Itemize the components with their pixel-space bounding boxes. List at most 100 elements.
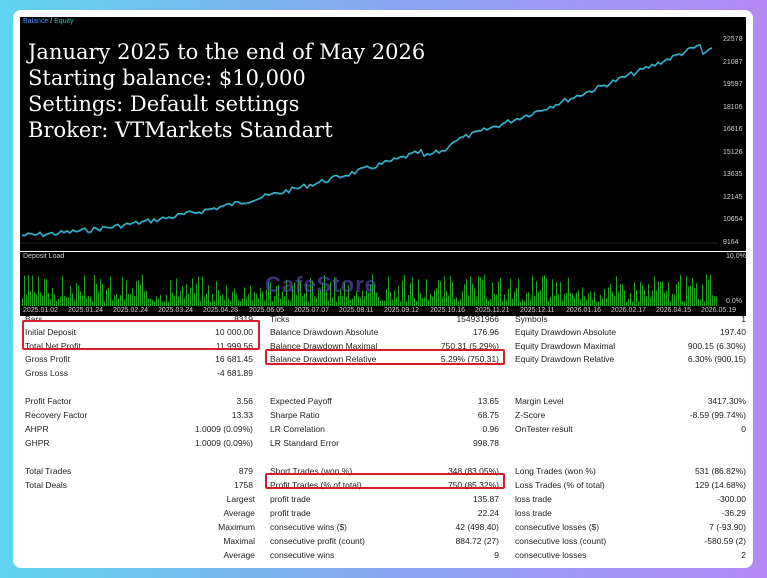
deposit-load-bar <box>564 293 565 306</box>
deposit-load-bar <box>24 275 25 306</box>
deposit-load-bar <box>662 281 663 306</box>
deposit-load-bar <box>202 276 203 306</box>
deposit-load-bar <box>142 274 143 306</box>
stat-value: 22.24 <box>477 508 499 518</box>
deposit-load-bar <box>550 297 551 306</box>
deposit-load-bar <box>242 298 243 306</box>
deposit-load-bar <box>392 299 393 306</box>
deposit-load-bar <box>386 289 387 306</box>
deposit-load-bar <box>370 284 371 306</box>
deposit-load-bar <box>372 274 373 306</box>
deposit-load-bar <box>512 298 513 306</box>
stat-value: 129 (14.68%) <box>694 480 746 490</box>
deposit-load-bar <box>474 288 475 306</box>
deposit-load-bar <box>70 286 71 306</box>
deposit-load-bar <box>454 298 455 306</box>
deposit-load-bar <box>456 297 457 306</box>
deposit-load-bar <box>246 297 247 306</box>
deposit-load-bar <box>480 277 481 306</box>
deposit-load-bar <box>698 298 699 306</box>
deposit-load-bar <box>140 284 141 306</box>
deposit-load-bar <box>316 297 317 306</box>
deposit-load-bar <box>320 290 321 306</box>
deposit-load-bar <box>430 294 431 306</box>
deposit-load-bar <box>410 283 411 306</box>
x-tick: 2025.12.11 <box>520 307 555 314</box>
stats-row: AHPR 1.0009 (0.09%) LR Correlation 0.96 OnTe… <box>13 423 753 436</box>
deposit-load-bar <box>304 293 305 306</box>
watermark-logo: CafeStore <box>265 272 378 297</box>
deposit-load-bar <box>352 298 353 306</box>
deposit-load-bar <box>262 291 263 306</box>
deposit-load-bar <box>222 294 223 306</box>
deposit-load-bar <box>200 301 201 306</box>
stat-label: OnTester result <box>515 424 573 434</box>
deposit-load-bar <box>688 286 689 306</box>
deposit-load-bar <box>248 293 249 306</box>
deposit-load-bar <box>104 301 105 306</box>
deposit-load-bar <box>32 275 33 306</box>
stat-label: Initial Deposit <box>25 327 77 337</box>
deposit-load-bar <box>568 277 569 306</box>
deposit-load-bar <box>160 295 161 306</box>
deposit-load-bar <box>124 299 125 306</box>
deposit-load-bar <box>288 299 289 306</box>
deposit-load-bar <box>252 300 253 306</box>
stat-label: Recovery Factor <box>25 410 88 420</box>
deposit-load-bar <box>710 275 711 306</box>
deposit-load-bar <box>706 274 707 306</box>
deposit-load-bar <box>264 300 265 306</box>
deposit-load-bar <box>438 280 439 306</box>
deposit-load-bar <box>402 280 403 306</box>
deposit-load-bar <box>232 291 233 306</box>
stat-label: consecutive losses <box>515 550 587 560</box>
deposit-load-bar <box>240 301 241 306</box>
stat-value: 11 999.56 <box>215 341 253 351</box>
deposit-load-bar <box>624 290 625 306</box>
stat-value: 6.30% (900.15) <box>687 354 746 364</box>
x-tick: 2025.02.24 <box>113 307 149 314</box>
deposit-load-bar <box>476 296 477 306</box>
deposit-load-bar <box>374 284 375 306</box>
deposit-load-bar <box>496 294 497 306</box>
deposit-load-bar <box>434 290 435 306</box>
deposit-load-bar <box>460 299 461 306</box>
deposit-load-bar <box>296 295 297 306</box>
stats-row: Total Trades 879 Short Trades (won %) 348 (… <box>13 465 753 478</box>
deposit-load-bar <box>298 279 299 306</box>
deposit-load-bar <box>280 298 281 306</box>
deposit-load-bar <box>634 282 635 306</box>
stat-label: Balance Drawdown Relative <box>270 354 377 364</box>
deposit-load-bar <box>532 275 533 306</box>
stat-value: 9 <box>494 550 499 560</box>
deposit-load-bar <box>274 296 275 306</box>
deposit-load-bars <box>22 274 717 306</box>
deposit-load-bar <box>672 294 673 306</box>
deposit-load-bar <box>612 291 613 306</box>
deposit-load-bar <box>162 302 163 306</box>
deposit-load-bar <box>76 283 77 306</box>
deposit-load-bar <box>58 298 59 306</box>
stat-value: -36.29 <box>721 508 746 518</box>
deposit-load-bar <box>404 275 405 306</box>
deposit-load-bar <box>446 291 447 306</box>
deposit-load-bar <box>332 297 333 306</box>
x-tick: 2025.07.07 <box>294 307 330 314</box>
stat-label: Bars <box>25 314 43 324</box>
stat-value: 3417.30% <box>707 396 746 406</box>
deposit-load-bar <box>158 298 159 306</box>
stat-label: Maximum <box>218 522 255 532</box>
deposit-load-bar <box>616 276 617 306</box>
stats-row: Total Net Profit 11 999.56 Balance Drawdow… <box>13 340 753 353</box>
deposit-load-bar <box>86 297 87 306</box>
deposit-load-bar <box>186 283 187 306</box>
deposit-load-bar <box>668 282 669 306</box>
deposit-load-bar <box>66 297 67 306</box>
deposit-load-bar <box>346 297 347 306</box>
deposit-load-bar <box>230 301 231 306</box>
deposit-load-bar <box>618 292 619 306</box>
deposit-load-bar <box>344 282 345 306</box>
deposit-load-bar <box>336 301 337 306</box>
deposit-load-bar <box>26 294 27 306</box>
balance-curve <box>21 45 713 238</box>
